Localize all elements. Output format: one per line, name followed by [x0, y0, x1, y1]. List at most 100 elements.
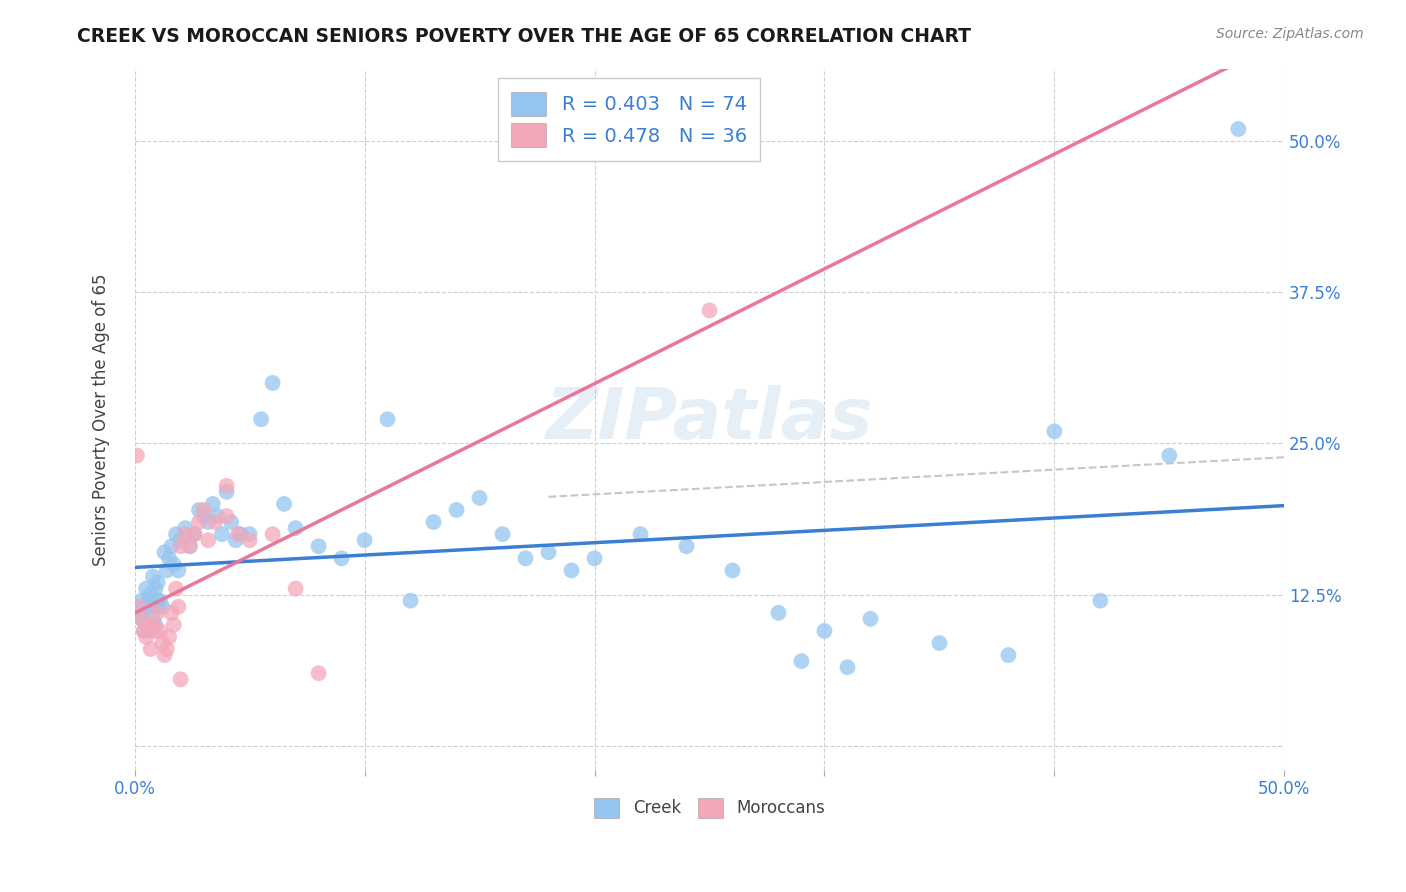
Point — [153, 648, 176, 662]
Text: ZIPatlas: ZIPatlas — [546, 384, 873, 454]
Point — [183, 527, 205, 541]
Point — [125, 449, 148, 463]
Y-axis label: Seniors Poverty Over the Age of 65: Seniors Poverty Over the Age of 65 — [93, 273, 110, 566]
Point — [1090, 593, 1112, 607]
Point — [146, 593, 169, 607]
Point — [167, 564, 190, 578]
Point — [132, 599, 155, 614]
Point — [169, 539, 191, 553]
Point — [157, 551, 180, 566]
Point — [193, 508, 215, 523]
Point — [174, 527, 197, 541]
Point — [139, 588, 162, 602]
Point — [139, 599, 162, 614]
Point — [167, 599, 190, 614]
Point — [399, 593, 422, 607]
Point — [146, 575, 169, 590]
Point — [284, 582, 307, 596]
Point — [215, 508, 238, 523]
Point — [837, 660, 859, 674]
Point — [142, 612, 165, 626]
Point — [139, 642, 162, 657]
Point — [768, 606, 790, 620]
Point — [1043, 425, 1066, 439]
Point — [790, 654, 813, 668]
Point — [215, 484, 238, 499]
Point — [174, 521, 197, 535]
Point — [446, 503, 468, 517]
Point — [239, 527, 262, 541]
Text: Source: ZipAtlas.com: Source: ZipAtlas.com — [1216, 27, 1364, 41]
Point — [204, 515, 226, 529]
Point — [138, 618, 160, 632]
Point — [377, 412, 399, 426]
Point — [583, 551, 606, 566]
Point — [138, 593, 160, 607]
Point — [211, 527, 233, 541]
Point — [859, 612, 882, 626]
Point — [219, 515, 242, 529]
Point — [142, 569, 165, 583]
Point — [125, 599, 148, 614]
Point — [135, 630, 157, 644]
Point — [149, 593, 172, 607]
Point — [201, 497, 224, 511]
Point — [308, 539, 330, 553]
Point — [188, 515, 211, 529]
Point — [160, 606, 183, 620]
Point — [135, 618, 157, 632]
Point — [150, 599, 173, 614]
Point — [928, 636, 950, 650]
Point — [215, 479, 238, 493]
Point — [262, 376, 284, 390]
Point — [353, 533, 375, 548]
Point — [165, 527, 187, 541]
Point — [169, 673, 191, 687]
Point — [138, 624, 160, 638]
Point — [157, 630, 180, 644]
Point — [284, 521, 307, 535]
Point — [149, 624, 172, 638]
Point — [813, 624, 835, 638]
Point — [560, 564, 582, 578]
Point — [169, 533, 191, 548]
Point — [132, 624, 155, 638]
Point — [239, 533, 262, 548]
Point — [491, 527, 513, 541]
Point — [156, 642, 179, 657]
Point — [150, 636, 173, 650]
Point — [143, 582, 166, 596]
Point — [630, 527, 652, 541]
Point — [160, 539, 183, 553]
Point — [128, 606, 150, 620]
Point — [699, 303, 721, 318]
Point — [163, 618, 186, 632]
Point — [132, 624, 155, 638]
Point — [1227, 122, 1250, 136]
Point — [197, 515, 219, 529]
Point — [142, 618, 165, 632]
Point — [179, 539, 201, 553]
Point — [146, 606, 169, 620]
Point — [131, 593, 153, 607]
Point — [262, 527, 284, 541]
Point — [131, 612, 153, 626]
Point — [153, 545, 176, 559]
Point — [197, 533, 219, 548]
Point — [537, 545, 560, 559]
Point — [135, 582, 157, 596]
Point — [515, 551, 537, 566]
Point — [422, 515, 444, 529]
Point — [225, 533, 247, 548]
Point — [131, 612, 153, 626]
Point — [156, 564, 179, 578]
Point — [207, 508, 229, 523]
Point — [330, 551, 353, 566]
Point — [273, 497, 295, 511]
Point — [229, 527, 252, 541]
Point — [721, 564, 744, 578]
Point — [179, 539, 201, 553]
Point — [193, 503, 215, 517]
Point — [143, 624, 166, 638]
Point — [165, 582, 187, 596]
